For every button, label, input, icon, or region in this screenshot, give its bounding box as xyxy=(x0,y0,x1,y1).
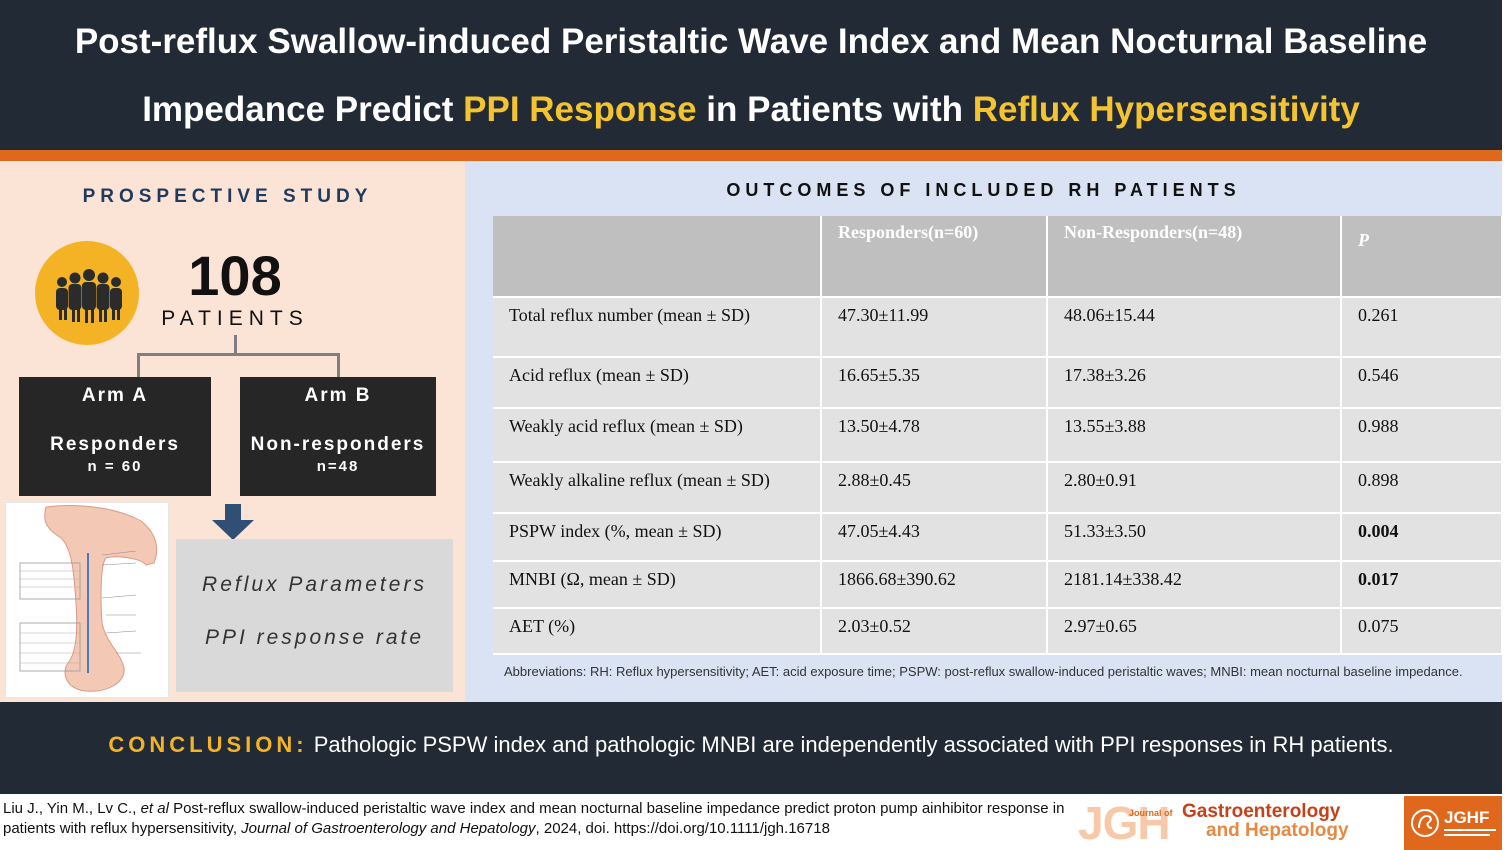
esophagus-diagram xyxy=(5,502,169,698)
outcomes-heading: OUTCOMES OF INCLUDED RH PATIENTS xyxy=(726,180,1241,200)
table-row: AET (%) 2.03±0.52 2.97±0.65 0.075 xyxy=(493,608,1503,655)
table-cell-label: Weakly acid reflux (mean ± SD) xyxy=(493,408,822,463)
logo-jgh-letters: JGH xyxy=(1078,797,1171,848)
conclusion-statement: CONCLUSION: Pathologic PSPW index and pa… xyxy=(0,732,1502,758)
people-group-icon xyxy=(35,241,139,345)
table-cell: 47.30±11.99 xyxy=(821,297,1048,358)
table-cell-p-significant: 0.004 xyxy=(1341,513,1503,562)
table-cell-p: 0.546 xyxy=(1341,357,1503,409)
conclusion-banner: CONCLUSION: Pathologic PSPW index and pa… xyxy=(0,702,1502,794)
title-banner: Post-reflux Swallow-induced Peristaltic … xyxy=(0,0,1502,150)
arm-a-n: n = 60 xyxy=(87,458,143,475)
citation-authors: Liu J., Yin M., Lv C., xyxy=(3,800,141,817)
citation-doi: , 2024, doi. https://doi.org/10.1111/jgh… xyxy=(535,820,830,837)
outcome-reflux-parameters: Reflux Parameters xyxy=(202,573,427,596)
table-cell: 16.65±5.35 xyxy=(821,357,1048,409)
outcomes-panel: OUTCOMES OF INCLUDED RH PATIENTS Respond… xyxy=(465,161,1503,702)
citation-etal: et al xyxy=(140,800,169,817)
table-row: Weakly acid reflux (mean ± SD) 13.50±4.7… xyxy=(493,408,1503,463)
table-cell: 2.97±0.65 xyxy=(1047,608,1342,655)
table-cell-p-significant: 0.017 xyxy=(1341,561,1503,609)
table-cell: 1866.68±390.62 xyxy=(821,561,1048,609)
arm-b-group: Non-responders xyxy=(250,434,426,455)
divider-bar xyxy=(0,150,1502,161)
conclusion-label: CONCLUSION: xyxy=(108,732,308,757)
table-cell-label: Total reflux number (mean ± SD) xyxy=(493,297,822,358)
table-cell-p: 0.261 xyxy=(1341,297,1503,358)
table-row: MNBI (Ω, mean ± SD) 1866.68±390.62 2181.… xyxy=(493,561,1503,609)
table-cell-label: Acid reflux (mean ± SD) xyxy=(493,357,822,409)
conclusion-text: Pathologic PSPW index and pathologic MNB… xyxy=(307,732,1394,757)
tree-connector xyxy=(234,335,237,355)
table-cell: 47.05±4.43 xyxy=(821,513,1048,562)
table-cell: 2.88±0.45 xyxy=(821,462,1048,514)
table-row: Weakly alkaline reflux (mean ± SD) 2.88±… xyxy=(493,462,1503,514)
jghf-label: JGHF xyxy=(1444,808,1490,827)
table-row: PSPW index (%, mean ± SD) 47.05±4.43 51.… xyxy=(493,513,1503,562)
table-cell-label: MNBI (Ω, mean ± SD) xyxy=(493,561,822,609)
table-cell: 2.80±0.91 xyxy=(1047,462,1342,514)
title-line-2: Impedance Predict PPI Response in Patien… xyxy=(0,90,1502,130)
arm-a-box: Arm A Responders n = 60 xyxy=(19,377,211,496)
header-cell-non-responders: Non-Responders(n=48) xyxy=(1047,216,1342,298)
arm-a-group: Responders xyxy=(50,434,180,455)
abbreviations-note: Abbreviations: RH: Reflux hypersensitivi… xyxy=(504,664,1463,679)
table-cell: 13.55±3.88 xyxy=(1047,408,1342,463)
citation: Liu J., Yin M., Lv C., et al Post-reflux… xyxy=(3,799,1073,839)
table-cell: 2.03±0.52 xyxy=(821,608,1048,655)
table-cell-p: 0.898 xyxy=(1341,462,1503,514)
table-cell-label: AET (%) xyxy=(493,608,822,655)
logo-line-2: and Hepatology xyxy=(1206,820,1349,841)
table-cell-label: Weakly alkaline reflux (mean ± SD) xyxy=(493,462,822,514)
header-cell-empty xyxy=(493,216,822,298)
table-row: Total reflux number (mean ± SD) 47.30±11… xyxy=(493,297,1503,358)
outcomes-table: Responders(n=60) Non-Responders(n=48) P … xyxy=(493,216,1503,655)
down-arrow-icon xyxy=(212,504,254,545)
tree-connector xyxy=(137,353,340,356)
table-cell: 13.50±4.78 xyxy=(821,408,1048,463)
table-cell-p: 0.988 xyxy=(1341,408,1503,463)
table-row: Acid reflux (mean ± SD) 16.65±5.35 17.38… xyxy=(493,357,1503,409)
tree-connector xyxy=(337,353,340,377)
arm-b-title: Arm B xyxy=(304,385,372,406)
arm-b-box: Arm B Non-responders n=48 xyxy=(240,377,436,496)
title-highlight-rh: Reflux Hypersensitivity xyxy=(972,90,1360,129)
title-text: in Patients with xyxy=(696,90,973,129)
outcome-ppi-response-rate: PPI response rate xyxy=(204,626,425,649)
header-cell-responders: Responders(n=60) xyxy=(821,216,1048,298)
table-cell-p: 0.075 xyxy=(1341,608,1503,655)
jghf-tagline-lines xyxy=(1444,829,1496,836)
title-text: Impedance Predict xyxy=(142,90,464,129)
table-cell: 48.06±15.44 xyxy=(1047,297,1342,358)
tree-connector xyxy=(137,353,140,377)
study-type-heading: PROSPECTIVE STUDY xyxy=(82,186,373,207)
patient-label: PATIENTS xyxy=(161,307,309,330)
citation-journal: Journal of Gastroenterology and Hepatolo… xyxy=(241,820,536,837)
citation-title: Post-reflux swallow-induced peristaltic … xyxy=(3,800,1065,837)
table-cell-label: PSPW index (%, mean ± SD) xyxy=(493,513,822,562)
study-design-panel: PROSPECTIVE STUDY 108 PATIENTS Arm A Res… xyxy=(0,161,465,702)
outcome-measures-box: Reflux Parameters PPI response rate xyxy=(176,539,453,692)
table-cell: 2181.14±338.42 xyxy=(1047,561,1342,609)
table-cell: 17.38±3.26 xyxy=(1047,357,1342,409)
table-header-row: Responders(n=60) Non-Responders(n=48) P xyxy=(493,216,1503,298)
logo-journal-of: Journal of xyxy=(1129,808,1173,818)
arm-a-title: Arm A xyxy=(81,385,149,406)
patient-count: 108 xyxy=(188,244,282,307)
title-highlight-ppi: PPI Response xyxy=(463,90,697,129)
jghf-logo: JGHF xyxy=(1404,796,1502,850)
logo-line-1: Gastroenterology xyxy=(1182,801,1341,822)
arm-b-n: n=48 xyxy=(316,458,360,475)
jghf-emblem-icon xyxy=(1411,809,1439,837)
title-line-1: Post-reflux Swallow-induced Peristaltic … xyxy=(74,22,1428,61)
header-cell-p: P xyxy=(1341,216,1503,298)
journal-logo: JGH Journal of Gastroenterology and Hepa… xyxy=(1074,796,1404,848)
table-cell: 51.33±3.50 xyxy=(1047,513,1342,562)
